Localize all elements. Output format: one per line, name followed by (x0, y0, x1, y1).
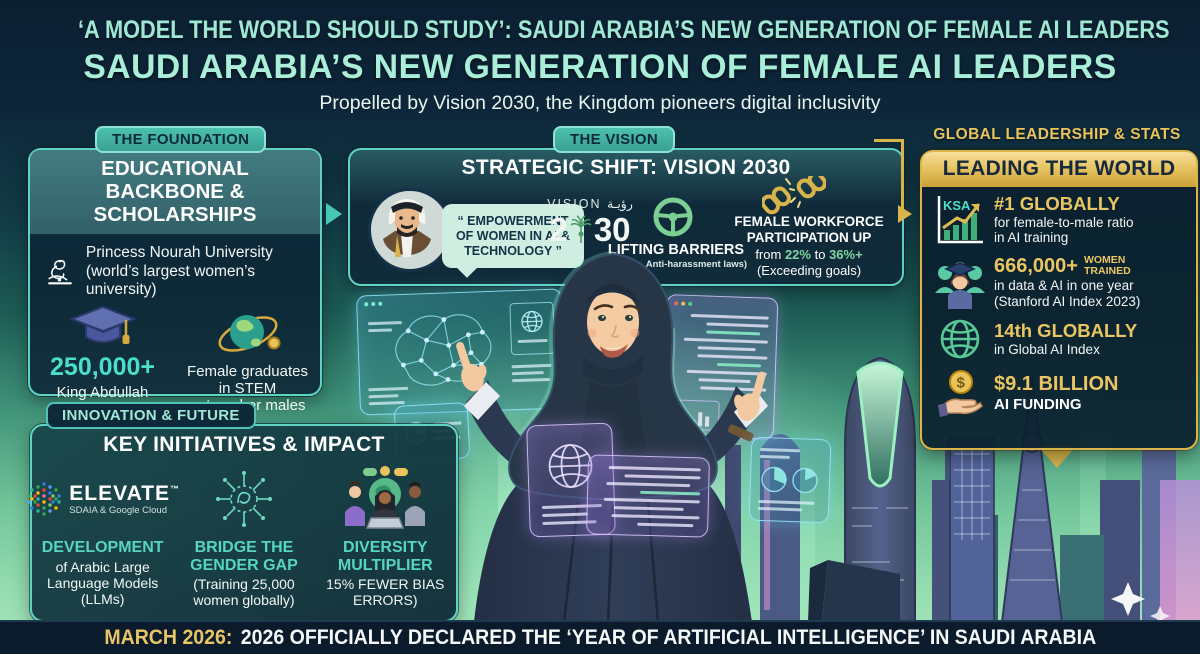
tab-innovation-future: INNOVATION & FUTURE (46, 402, 256, 429)
stat-trained-row: 666,000+ WOMEN TRAINED in data & AI in o… (922, 250, 1196, 311)
initiative-elevate: ELEVATE™ SDAIA & Google Cloud DEVELOPMEN… (27, 463, 179, 608)
window-traffic-dots (364, 301, 383, 307)
workforce-from-value: 22% (784, 246, 811, 262)
broken-chain-icon (762, 176, 826, 216)
rank1-stat: #1 GLOBALLY (994, 193, 1120, 215)
trained-stat: 666,000+ (994, 254, 1078, 277)
elevate-logo-text: ELEVATE (69, 481, 171, 505)
initiatives-panel: KEY INITIATIVES & IMPACT (27, 424, 458, 622)
initiative-diversity: DIVERSITY MULTIPLIER 15% FEWER BIAS ERRO… (315, 463, 456, 608)
foundation-panel: EDUCATIONAL BACKBONE & SCHOLARSHIPS Prin… (28, 148, 322, 435)
index-stat: 14th GLOBALLY (994, 320, 1138, 342)
funding-stat: $9.1 BILLION (994, 373, 1119, 396)
kasp-stat: 250,000+ (50, 352, 155, 381)
connector-line-gold-vertical (901, 139, 904, 213)
foundation-university-text: Princess Nourah University (world’s larg… (85, 244, 273, 298)
workforce-from-word: from (755, 246, 782, 262)
connector-arrow-stats-down (1038, 446, 1076, 468)
connector-line-gold-horizontal (874, 139, 904, 142)
elevate-tm: ™ (170, 483, 181, 494)
connector-arrow-vision-to-stats (898, 205, 912, 223)
rank1-text: for female-to-male ratio in AI training (994, 214, 1134, 246)
workforce-title-line2: PARTICIPATION UP (746, 229, 872, 245)
vision-logo-digit: 2 (549, 211, 568, 248)
calligraphy-writer-icon (48, 259, 72, 285)
index-text: in Global AI Index (994, 341, 1100, 357)
headline-kicker: ‘A MODEL THE WORLD SHOULD STUDY’: SAUDI … (78, 16, 1170, 44)
vision-logo-arabic: رؤيـة (606, 197, 633, 211)
initiatives-heading: KEY INITIATIVES & IMPACT (103, 433, 385, 456)
elevate-title: DEVELOPMENT (41, 539, 164, 556)
elevate-partner: SDAIA & Google Cloud (69, 504, 167, 516)
vision-heading: STRATEGIC SHIFT: VISION 2030 (461, 156, 791, 179)
diverse-team-illustration (345, 466, 426, 529)
workforce-values: from 22% to 36%+ (728, 247, 890, 262)
workforce-stat-block: FEMALE WORKFORCE PARTICIPATION UP from 2… (728, 214, 890, 279)
ksa-growth-chart-icon: KSA (937, 196, 983, 244)
elevate-text: of Arabic Large Language Models (LLMs) (47, 558, 159, 607)
woman-in-hijab-illustration (456, 251, 768, 622)
hologram-globe-card (509, 301, 556, 356)
diversity-title: DIVERSITY MULTIPLIER (337, 539, 433, 574)
workforce-to-value: 36%+ (829, 246, 863, 262)
vision-logo-word: VISION (547, 197, 602, 211)
hologram-text-panel (585, 454, 711, 538)
graduation-cap-icon (68, 305, 137, 344)
crown-prince-avatar (368, 188, 452, 272)
lifting-barriers-subtitle: (Driving, Anti-harassment laws) (604, 259, 748, 270)
svg-text:$: $ (957, 375, 966, 392)
stat-rank1-row: KSA #1 GLOBALLY for female-to-male ratio… (922, 187, 1196, 250)
empowerment-quote: “ EMPOWERMENT OF WOMEN IN AI & TECHNOLOG… (455, 213, 571, 258)
page-subtitle: Propelled by Vision 2030, the Kingdom pi… (319, 92, 881, 114)
stats-heading: LEADING THE WORLD (922, 152, 1196, 187)
stats-panel: LEADING THE WORLD KSA #1 GLOBALLY for fe… (920, 150, 1198, 450)
connector-arrow-foundation-to-vision (326, 203, 342, 225)
foundation-stem-item: Female graduates in STEM outnumber males (175, 305, 320, 435)
stat-index-row: 14th GLOBALLY in Global AI Index (922, 311, 1196, 364)
diversity-text: 15% FEWER BIAS ERRORS) (326, 576, 445, 609)
banner-date: MARCH 2026: (104, 626, 233, 649)
vision-logo-digits: 30 (593, 211, 631, 248)
women-trained-icon (935, 262, 985, 309)
stem-text: Female graduates in STEM outnumber males (187, 362, 308, 415)
trained-text: in data & AI in one year (Stanford AI In… (994, 278, 1141, 309)
hologram-analytics-window (748, 436, 832, 524)
elevate-mosaic-icon (27, 482, 61, 516)
svg-text:KSA: KSA (943, 198, 971, 213)
globe-orbit-icon (218, 314, 280, 352)
workforce-title-line1: FEMALE WORKFORCE (734, 214, 884, 229)
trained-suffix: WOMEN TRAINED (1083, 254, 1131, 278)
stats-label: GLOBAL LEADERSHIP & STATS (933, 126, 1181, 143)
pie-charts-icon (761, 466, 818, 494)
vision-2030-logo: VISION رؤيـة 2 30 (540, 196, 640, 246)
stat-funding-row: $ $9.1 BILLION AI FUNDING (922, 364, 1196, 421)
foundation-heading: EDUCATIONAL BACKBONE & SCHOLARSHIPS (30, 150, 320, 234)
hologram-globe-panel (526, 422, 616, 538)
tab-the-foundation: THE FOUNDATION (95, 126, 267, 153)
bottom-banner: MARCH 2026: 2026 OFFICIALLY DECLARED THE … (0, 620, 1200, 654)
empowerment-quote-bubble: “ EMPOWERMENT OF WOMEN IN AI & TECHNOLOG… (442, 204, 584, 268)
steering-wheel-icon (652, 196, 694, 238)
funding-hand-icon: $ (938, 370, 983, 417)
gendergap-title: BRIDGE THE GENDER GAP (190, 539, 298, 574)
funding-text: AI FUNDING (994, 396, 1082, 414)
workforce-to-word: to (814, 246, 826, 262)
globe-icon (940, 319, 980, 359)
workforce-note: (Exceeding goals) (756, 263, 862, 279)
page-title: SAUDI ARABIA’S NEW GENERATION OF FEMALE … (83, 48, 1117, 86)
tab-the-vision: THE VISION (553, 126, 676, 153)
banner-text: 2026 OFFICIALLY DECLARED THE ‘YEAR OF AR… (240, 626, 1096, 649)
wireframe-globe-icon (548, 444, 593, 488)
palm-emblem-icon (570, 214, 592, 243)
vision-panel: STRATEGIC SHIFT: VISION 2030 “ EMPOWERME… (348, 148, 904, 286)
gendergap-text: (Training 25,000 women globally) (193, 576, 295, 609)
calligraphy-circuit-icon (215, 471, 272, 527)
lifting-barriers-title: LIFTING BARRIERS (607, 242, 745, 258)
initiative-gendergap: BRIDGE THE GENDER GAP (Training 25,000 w… (173, 463, 314, 608)
